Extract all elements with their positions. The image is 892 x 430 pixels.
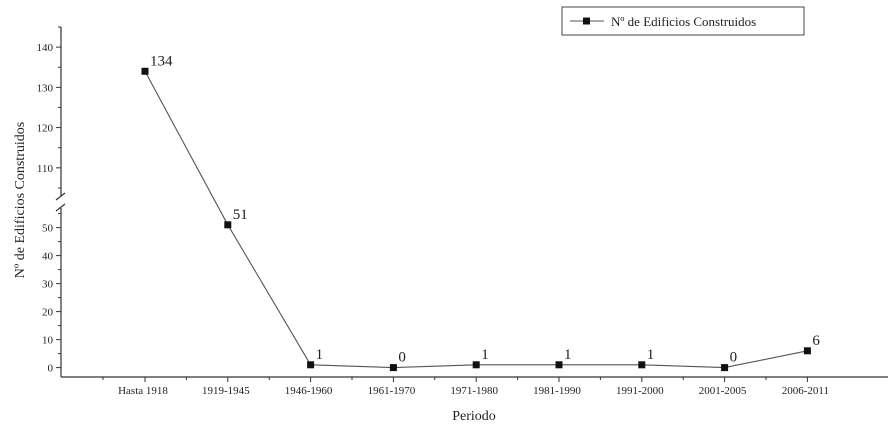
x-tick-label: 1946-1960 (285, 385, 333, 397)
y-tick-label: 0 (48, 363, 54, 375)
x-tick-label: 1991-2000 (616, 385, 664, 397)
y-tick-label: 130 (37, 82, 54, 94)
legend-label: Nº de Edificios Construidos (611, 14, 756, 29)
y-tick-label: 30 (42, 279, 54, 291)
data-label: 1 (647, 347, 655, 363)
data-point (721, 364, 729, 372)
data-point (307, 361, 315, 369)
x-tick-label: Hasta 1918 (118, 385, 168, 397)
y-tick-label: 140 (37, 42, 54, 54)
y-tick-label: 50 (42, 223, 54, 235)
data-point (803, 347, 811, 355)
y-tick-label: 40 (42, 251, 54, 263)
series-group: 134 51 1 0 1 1 1 0 6 (141, 53, 820, 372)
data-label: 0 (398, 350, 406, 366)
x-tick-label: 2006-2011 (782, 385, 829, 397)
data-label: 51 (233, 207, 248, 223)
data-point (472, 361, 480, 369)
data-point (389, 364, 397, 372)
legend-marker-sample (583, 17, 590, 25)
data-point (638, 361, 646, 369)
y-axis-break-mark (55, 203, 66, 212)
x-tick-label: 1961-1970 (368, 385, 416, 397)
y-tick-label: 20 (42, 307, 54, 319)
y-tick-label: 10 (42, 335, 54, 347)
data-label: 0 (730, 350, 738, 366)
data-label: 6 (812, 333, 820, 349)
data-point (141, 67, 149, 75)
data-point (555, 361, 563, 369)
x-axis-title: Periodo (452, 409, 496, 424)
y-axis-title: Nº de Edificios Construidos (13, 122, 28, 278)
data-point (224, 221, 232, 229)
x-tick-label: 1919-1945 (202, 385, 250, 397)
data-label: 1 (564, 347, 572, 363)
legend: Nº de Edificios Construidos (561, 6, 805, 36)
x-tick-label: 2001-2005 (699, 385, 747, 397)
data-label: 1 (316, 347, 324, 363)
x-tick-label: 1981-1990 (533, 385, 581, 397)
data-label: 1 (481, 347, 489, 363)
data-label: 134 (150, 53, 173, 69)
y-tick-label: 110 (37, 163, 54, 175)
y-tick-label: 120 (37, 123, 54, 135)
x-tick-label: 1971-1980 (450, 385, 498, 397)
y-axis-break-mark (55, 192, 66, 201)
